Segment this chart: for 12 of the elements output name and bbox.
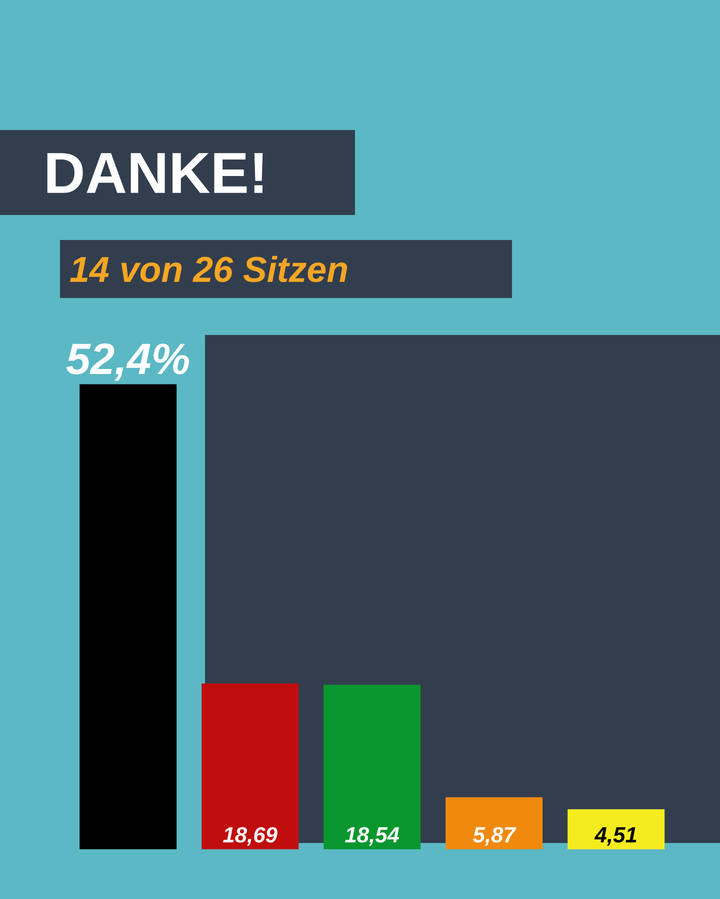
- chart-subtitle: 14 von 26 Sitzen: [70, 256, 348, 282]
- bar: [80, 384, 177, 850]
- bar: [446, 797, 543, 850]
- data-label: 52,4%: [66, 343, 190, 381]
- data-label: 18,69: [223, 827, 278, 846]
- chart-title: DANKE!: [47, 153, 263, 193]
- data-label: 4,51: [594, 827, 636, 846]
- data-label: 18,54: [345, 827, 400, 846]
- bar: [568, 809, 665, 850]
- bar: [202, 683, 299, 850]
- bar: [324, 684, 421, 850]
- data-label: 5,87: [472, 827, 516, 846]
